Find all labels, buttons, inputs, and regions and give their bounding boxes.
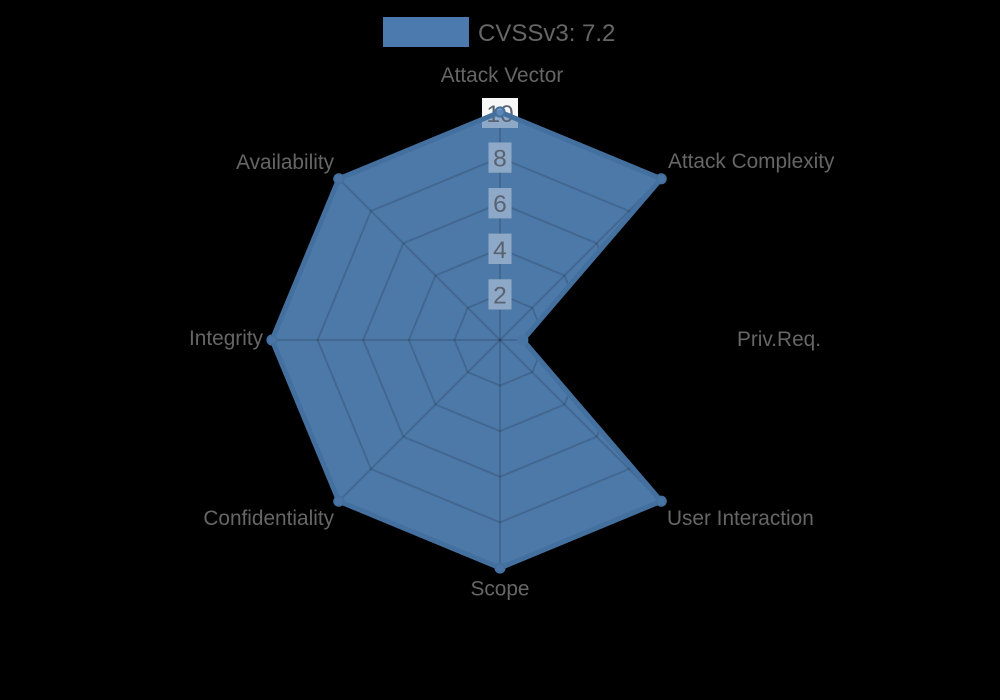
svg-text:4: 4 [493, 237, 507, 264]
svg-text:8: 8 [493, 146, 507, 173]
svg-text:Availability: Availability [236, 151, 334, 174]
svg-text:Attack Vector: Attack Vector [441, 64, 564, 87]
svg-text:Scope: Scope [471, 578, 530, 601]
svg-text:Integrity: Integrity [189, 327, 264, 350]
svg-text:2: 2 [493, 282, 507, 309]
svg-text:6: 6 [493, 191, 507, 218]
svg-text:Attack Complexity: Attack Complexity [668, 150, 835, 173]
svg-text:User Interaction: User Interaction [667, 507, 814, 530]
svg-text:Priv.Req.: Priv.Req. [737, 328, 821, 351]
svg-text:Confidentiality: Confidentiality [203, 507, 334, 530]
svg-text:CVSSv3: 7.2: CVSSv3: 7.2 [478, 20, 615, 47]
